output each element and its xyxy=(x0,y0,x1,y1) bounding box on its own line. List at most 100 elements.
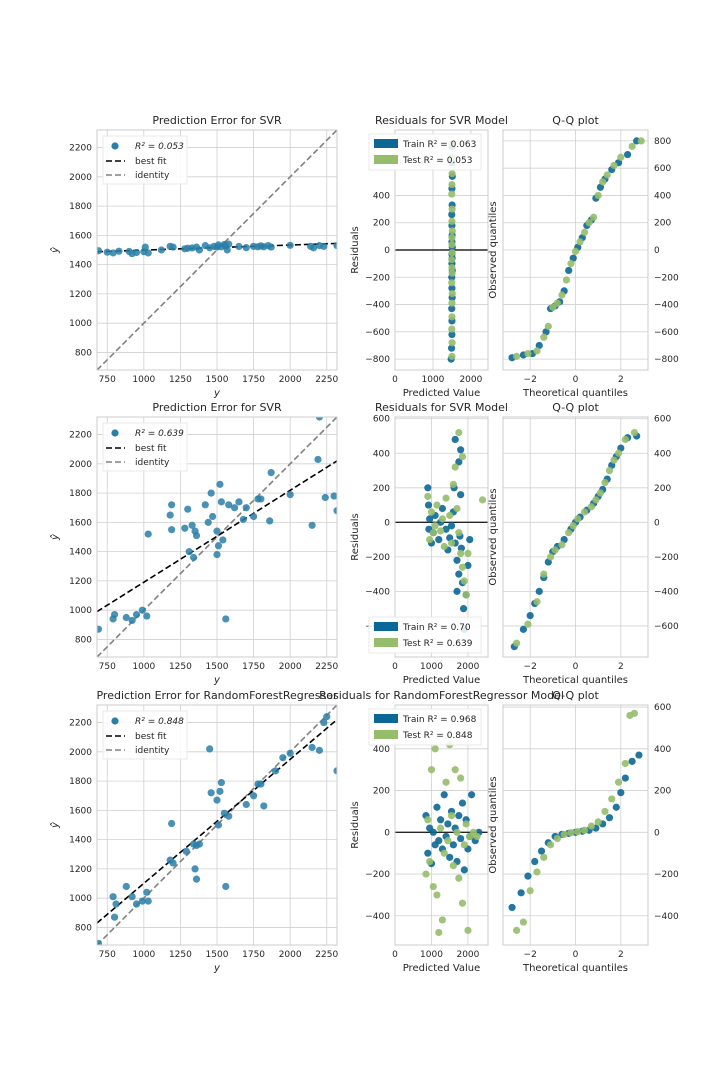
chart-title: Q-Q plot xyxy=(552,401,599,414)
x-tick-label: 2000 xyxy=(279,662,302,672)
y-axis-label: Observed quantiles xyxy=(488,488,499,585)
data-point xyxy=(321,493,329,502)
data-point xyxy=(217,498,225,506)
y-tick-label: 1400 xyxy=(69,836,92,846)
test-point xyxy=(448,264,456,272)
data-point xyxy=(110,913,119,921)
data-point xyxy=(143,612,151,620)
data-point xyxy=(168,819,176,828)
test-point xyxy=(448,339,456,347)
y-tick-label: 200 xyxy=(373,787,390,797)
test-point xyxy=(637,137,645,145)
data-point xyxy=(309,244,318,252)
data-point xyxy=(191,865,199,873)
data-point xyxy=(138,606,146,614)
legend-label-train: Train R² = 0.063 xyxy=(402,140,476,150)
y-tick-label: −200 xyxy=(654,870,679,880)
data-point xyxy=(122,613,130,622)
test-point xyxy=(448,217,456,225)
y-axis-label: Residuals xyxy=(350,801,361,848)
plot-content xyxy=(97,130,337,370)
data-point xyxy=(249,792,258,800)
x-tick-label: 0 xyxy=(573,662,579,672)
data-point xyxy=(216,480,224,488)
y-tick-label: 0 xyxy=(384,518,390,528)
train-point xyxy=(455,458,463,466)
test-point xyxy=(448,180,456,189)
test-point xyxy=(460,577,468,585)
data-point xyxy=(110,610,119,619)
legend-label-r2: R² = 0.639 xyxy=(135,429,184,439)
data-point xyxy=(222,882,230,891)
data-point xyxy=(204,518,212,526)
y-tick-label: 800 xyxy=(75,923,92,933)
x-tick-label: 2000 xyxy=(456,950,479,960)
x-axis-label: Predicted Value xyxy=(403,963,481,974)
y-tick-label: −600 xyxy=(654,328,679,338)
panel-qq3: −2 0 2 −400 −200 0 200 400 600 Q-Q plot Theoretica… xyxy=(488,689,679,974)
data-point xyxy=(144,897,152,905)
legend-label-fit: best fit xyxy=(135,732,167,742)
axes-frame xyxy=(96,416,338,658)
legend-label-test: Test R² = 0.053 xyxy=(402,156,472,166)
data-point xyxy=(320,718,328,727)
x-tick-label: 1500 xyxy=(206,950,229,960)
test-point xyxy=(610,456,618,464)
test-point xyxy=(462,820,470,828)
data-point xyxy=(195,840,204,848)
x-tick-label: 750 xyxy=(99,662,116,672)
test-point xyxy=(426,535,434,544)
y-tick-label: 1400 xyxy=(69,548,92,558)
x-tick-label: 1000 xyxy=(420,950,443,960)
y-tick-label: 600 xyxy=(373,415,390,425)
data-point xyxy=(207,789,215,797)
train-point xyxy=(446,853,454,861)
x-tick-label: 2000 xyxy=(456,662,479,672)
data-point xyxy=(308,743,316,752)
test-point xyxy=(464,549,472,558)
data-point xyxy=(333,767,337,775)
data-point xyxy=(271,767,280,775)
train-point xyxy=(455,570,463,578)
train-point xyxy=(596,183,605,191)
chart-title: Prediction Error for RandomForestRegress… xyxy=(96,689,338,702)
y-tick-label: 0 xyxy=(384,246,390,256)
data-point xyxy=(214,821,223,829)
test-point xyxy=(533,347,541,355)
y-tick-label: 400 xyxy=(654,191,671,201)
data-point xyxy=(242,244,250,252)
best-fit-line xyxy=(97,719,337,924)
data-point xyxy=(109,893,117,901)
data-point xyxy=(257,780,265,788)
data-point xyxy=(315,417,324,421)
train-point xyxy=(451,435,459,444)
x-tick-label: 2250 xyxy=(315,950,338,960)
y-tick-label: 1800 xyxy=(69,777,92,787)
x-tick-label: 2 xyxy=(618,950,624,960)
test-point xyxy=(524,350,532,358)
legend-marker-points xyxy=(111,142,119,150)
x-tick-label: 2000 xyxy=(279,950,302,960)
train-point xyxy=(453,556,461,564)
test-point xyxy=(610,161,618,170)
train-point xyxy=(524,872,532,880)
train-point xyxy=(449,841,457,849)
data-point xyxy=(169,243,177,251)
x-tick-label: 1750 xyxy=(242,950,265,960)
y-tick-label: 1000 xyxy=(69,606,92,616)
y-tick-label: 600 xyxy=(654,703,671,713)
x-tick-label: 750 xyxy=(99,950,116,960)
plot-content xyxy=(395,741,488,937)
data-point xyxy=(266,517,274,525)
test-point xyxy=(435,928,443,937)
train-point xyxy=(447,344,456,352)
test-point xyxy=(448,352,456,360)
y-tick-label: −600 xyxy=(654,622,679,632)
test-point xyxy=(426,857,434,866)
test-point xyxy=(460,841,468,849)
train-point xyxy=(424,849,432,857)
data-point xyxy=(230,504,239,512)
test-point xyxy=(424,492,432,501)
test-point xyxy=(448,325,456,333)
